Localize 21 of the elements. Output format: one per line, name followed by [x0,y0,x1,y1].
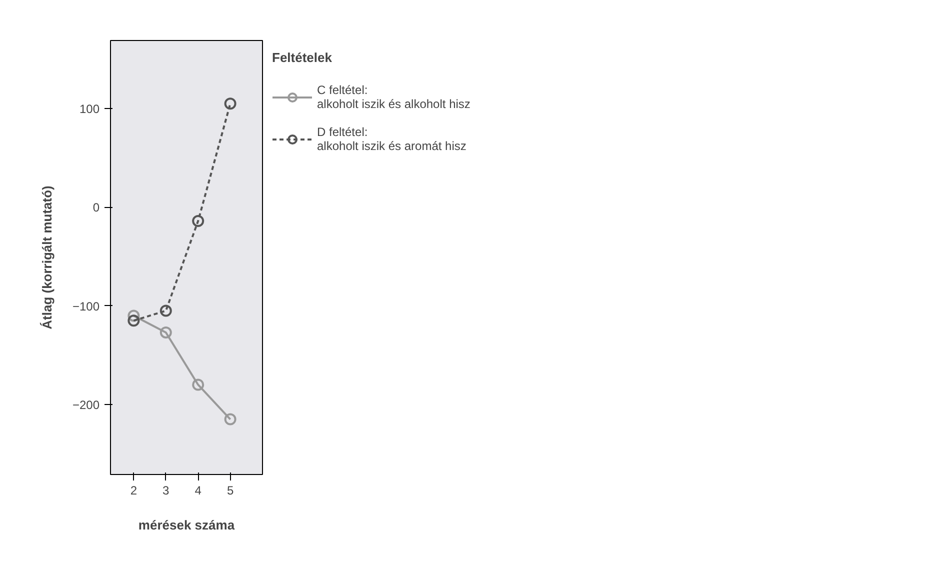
x-tick-label: 4 [194,484,202,498]
point [224,413,236,426]
point [192,378,204,391]
x-tick-label: 3 [162,484,170,498]
y-tick-label: −200 [72,398,100,412]
y-tick-label: −100 [72,299,100,314]
y-axis-title: Átlag (korrigált mutató) [39,186,54,330]
x-tick-label: 5 [226,484,234,498]
point [224,98,236,110]
point [160,304,172,317]
y-tick-label: 0 [92,200,100,215]
legend-label: D feltétel: alkoholt iszik és aromát hisz [317,125,466,153]
x-tick-label: 2 [130,484,138,498]
point [128,314,140,327]
y-tick-label: 100 [79,102,100,116]
legend-label: C feltétel: alkoholt iszik és alkoholt hisz [317,83,470,111]
x-axis-title: mérések száma [138,518,236,532]
point [192,215,204,227]
point [128,310,140,322]
legend-title: Feltételek [272,50,333,65]
point [160,326,172,338]
